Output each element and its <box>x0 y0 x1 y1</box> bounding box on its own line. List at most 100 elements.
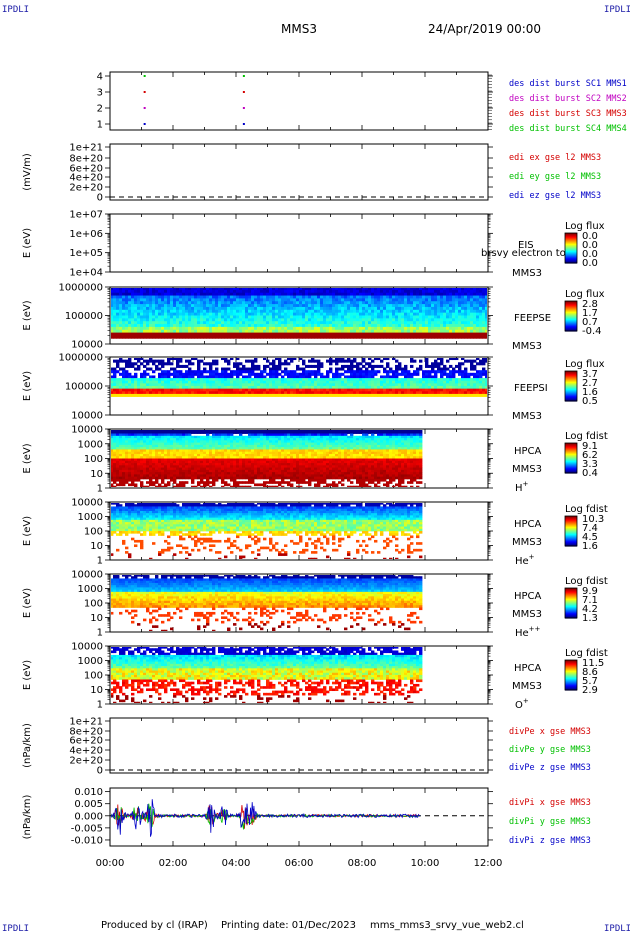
heatmap-cell <box>368 380 372 384</box>
heatmap-cell <box>317 301 321 305</box>
heatmap-cell <box>128 359 132 363</box>
heatmap-cell <box>111 456 114 459</box>
heatmap-cell <box>167 295 171 299</box>
heatmap-cell <box>314 324 318 328</box>
heatmap-cell <box>350 292 354 296</box>
colorbar-step <box>565 244 577 246</box>
heatmap-cell <box>350 298 354 302</box>
heatmap-cell <box>146 388 150 392</box>
heatmap-cell <box>350 315 354 319</box>
heatmap-cell <box>377 388 381 392</box>
heatmap-cell <box>353 388 357 392</box>
heatmap-cell <box>155 364 159 368</box>
heatmap-cell <box>374 289 378 294</box>
heatmap-cell <box>134 463 138 466</box>
heatmap-cell <box>149 472 153 475</box>
corner-label-top-right: IPDLI <box>604 5 630 15</box>
heatmap-cell <box>197 367 201 371</box>
heatmap-cell <box>344 318 348 322</box>
heatmap-cell <box>164 312 168 316</box>
heatmap-cell <box>161 465 165 468</box>
heatmap-cell <box>167 467 171 471</box>
heatmap-cell <box>188 469 192 473</box>
heatmap-cell <box>170 367 174 371</box>
heatmap-cell <box>461 312 465 316</box>
heatmap-cell <box>476 315 480 319</box>
heatmap-cell <box>131 386 135 390</box>
heatmap-cell <box>335 292 339 296</box>
heatmap-cell <box>140 383 144 387</box>
heatmap-cell <box>269 378 273 382</box>
heatmap-cell <box>338 324 342 328</box>
heatmap-cell <box>161 380 165 384</box>
heatmap-cell <box>191 467 195 471</box>
heatmap-cell <box>404 295 408 299</box>
heatmap-cell <box>368 315 372 319</box>
heatmap-cell <box>320 288 324 291</box>
heatmap-cell <box>140 485 144 487</box>
heatmap-cell <box>251 386 255 390</box>
heatmap-cell <box>170 442 174 446</box>
heatmap-cell <box>155 476 159 480</box>
colorbar-step <box>565 250 577 252</box>
heatmap-cell <box>302 386 306 390</box>
heatmap-cell <box>155 315 159 319</box>
heatmap-cell <box>338 359 342 363</box>
heatmap-cell <box>317 289 321 294</box>
heatmap-cell <box>461 335 465 339</box>
heatmap-cell <box>152 469 156 473</box>
heatmap-cell <box>221 386 225 390</box>
heatmap-cell <box>464 292 468 296</box>
heatmap-cell <box>197 288 201 291</box>
heatmap-cell <box>134 472 138 475</box>
heatmap-cell <box>263 380 267 384</box>
heatmap-cell <box>368 288 372 291</box>
heatmap-cell <box>188 460 192 464</box>
heatmap-cell <box>188 329 192 333</box>
heatmap-cell <box>227 324 231 328</box>
heatmap-cell <box>476 329 480 333</box>
heatmap-cell <box>212 393 216 397</box>
heatmap-cell <box>362 324 366 328</box>
heatmap-cell <box>287 326 291 331</box>
heatmap-cell <box>353 306 357 311</box>
heatmap-cell <box>374 292 378 296</box>
heatmap-cell <box>146 440 150 444</box>
heatmap-cell <box>434 362 438 366</box>
heatmap-cell <box>401 312 405 316</box>
panel-frame <box>109 213 489 273</box>
heatmap-cell <box>167 312 171 316</box>
heatmap-cell <box>146 451 150 455</box>
heatmap-cell <box>149 289 153 294</box>
heatmap-cell <box>431 329 435 333</box>
heatmap-cell <box>371 289 375 294</box>
heatmap-cell <box>374 388 378 392</box>
heatmap-cell <box>359 375 363 379</box>
heatmap-cell <box>413 321 417 325</box>
heatmap-cell <box>407 292 411 296</box>
heatmap-cell <box>272 324 276 328</box>
heatmap-cell <box>311 393 315 397</box>
heatmap-cell <box>440 362 444 366</box>
heatmap-cell <box>311 298 315 302</box>
heatmap-cell <box>257 321 261 325</box>
colorbar-title: Log flux <box>565 289 605 300</box>
heatmap-cell <box>431 364 435 368</box>
heatmap-cell <box>218 321 222 325</box>
heatmap-cell <box>245 367 249 371</box>
heatmap-cell <box>248 359 252 363</box>
heatmap-cell <box>365 329 369 333</box>
heatmap-cell <box>278 301 282 305</box>
heatmap-cell <box>383 301 387 305</box>
heatmap-cell <box>257 386 261 390</box>
heatmap-cell <box>404 375 408 379</box>
heatmap-cell <box>419 298 423 302</box>
heatmap-cell <box>170 335 174 339</box>
heatmap-cell <box>422 315 426 319</box>
heatmap-cell <box>239 306 243 311</box>
heatmap-cell <box>164 304 168 308</box>
heatmap-cell <box>158 292 162 296</box>
heatmap-cell <box>119 386 123 390</box>
heatmap-cell <box>365 380 369 384</box>
heatmap-cell <box>191 372 195 376</box>
